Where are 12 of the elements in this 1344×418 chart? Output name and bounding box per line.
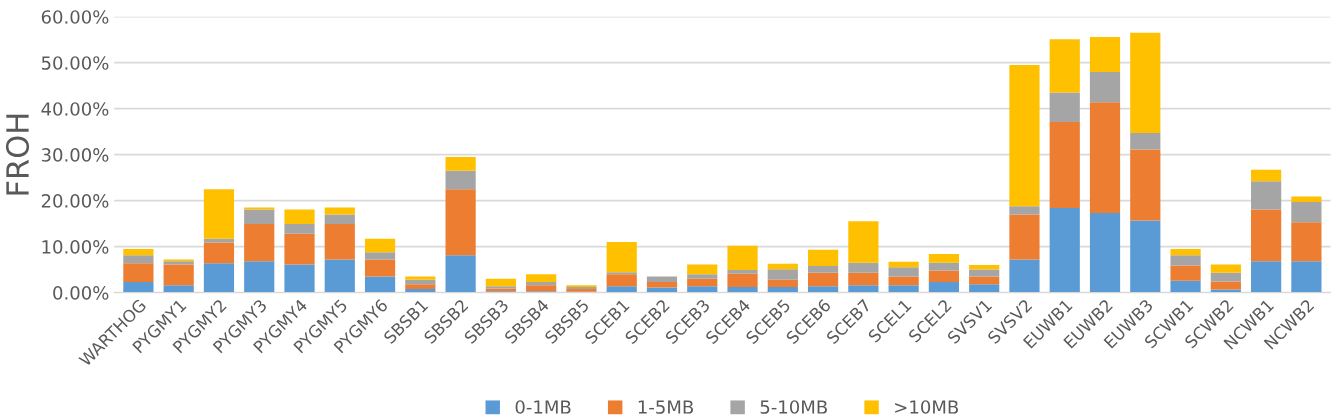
y-tick-label: 30.00%: [41, 148, 109, 162]
y-tick-label: 0.00%: [53, 286, 109, 300]
y-tick-label: 20.00%: [41, 194, 109, 208]
y-tick-label: 10.00%: [42, 240, 109, 254]
y-axis-title: FROH: [5, 114, 30, 195]
legend-label: 5-10MB: [760, 400, 827, 414]
y-tick-label: 40.00%: [41, 102, 109, 116]
legend-label: >10MB: [895, 400, 959, 414]
legend-label: 0-1MB: [515, 400, 571, 414]
y-tick-label: 60.00%: [41, 10, 109, 24]
legend-label: 1-5MB: [638, 400, 694, 414]
y-tick-label: 50.00%: [41, 56, 109, 70]
